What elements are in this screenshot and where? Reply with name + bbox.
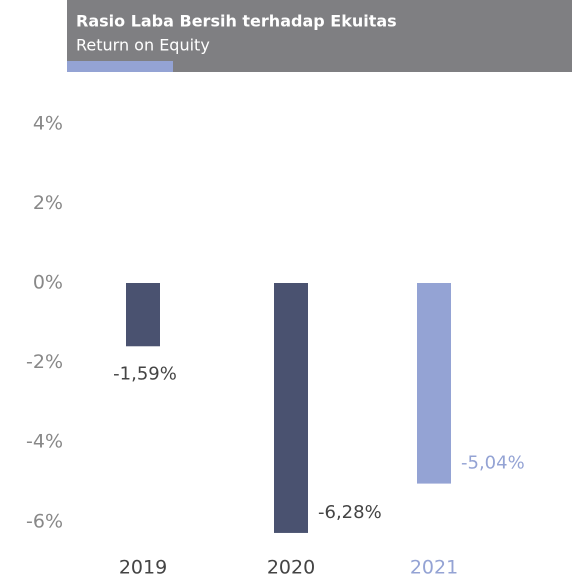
y-tick-label: -2% [26, 351, 63, 373]
value-label: -5,04% [461, 453, 525, 474]
bar [126, 283, 160, 347]
y-tick-label: 0% [33, 272, 63, 294]
y-tick-label: -4% [26, 431, 63, 453]
y-tick-label: 4% [33, 112, 63, 134]
chart-title: Rasio Laba Bersih terhadap Ekuitas [76, 12, 397, 31]
header-box [67, 0, 572, 72]
x-tick-label: 2021 [410, 557, 458, 579]
chart-subtitle: Return on Equity [76, 36, 210, 55]
header-accent [67, 61, 173, 72]
value-label: -6,28% [318, 502, 382, 523]
y-tick-label: 2% [33, 192, 63, 214]
x-tick-label: 2019 [119, 557, 167, 579]
bar [417, 283, 451, 484]
bar [274, 283, 308, 533]
x-tick-label: 2020 [267, 557, 315, 579]
value-label: -1,59% [113, 363, 177, 384]
y-tick-label: -6% [26, 510, 63, 532]
